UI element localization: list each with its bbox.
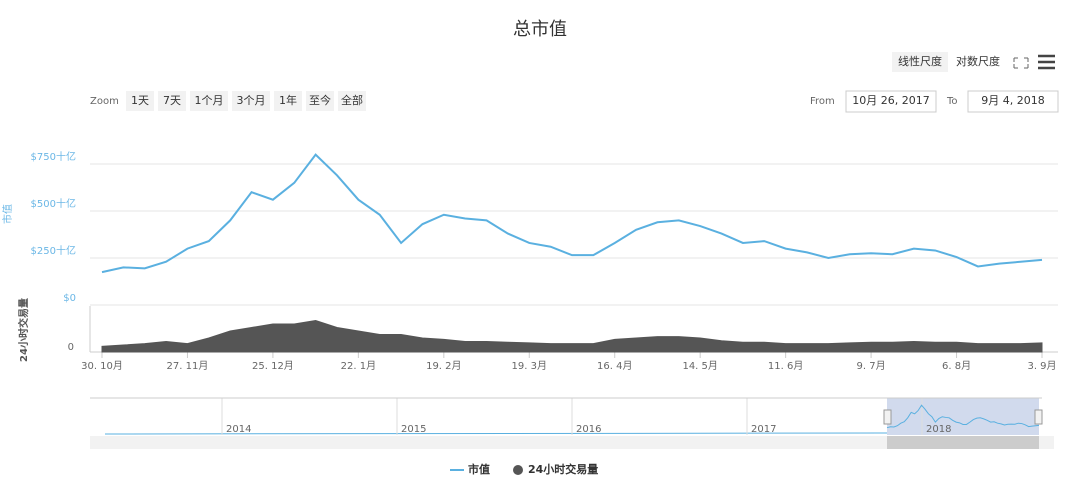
- y2-axis-title: 24小时交易量: [17, 298, 30, 362]
- volume-area: [101, 319, 1043, 353]
- zoom-button[interactable]: 7天: [163, 94, 181, 107]
- navigator-label: 2017: [751, 424, 776, 435]
- x-tick-label: 6. 8月: [942, 360, 971, 372]
- x-tick-label: 16. 4月: [597, 360, 632, 372]
- from-label: From: [810, 96, 835, 107]
- zoom-button[interactable]: 3个月: [237, 94, 266, 107]
- to-input[interactable]: [967, 90, 1059, 113]
- to-label: To: [946, 96, 958, 107]
- navigator-label: 2018: [926, 424, 951, 435]
- x-tick-label: 3. 9月: [1027, 360, 1056, 372]
- zoom-button-bg[interactable]: [274, 91, 302, 111]
- zoom-button[interactable]: 1年: [279, 93, 297, 107]
- x-tick-label: 22. 1月: [341, 360, 376, 372]
- y-tick-label: $750十亿: [31, 150, 76, 163]
- navigator-label: 2015: [401, 424, 426, 435]
- navigator-history-line: [104, 432, 888, 435]
- y-tick-label: $500十亿: [31, 197, 76, 210]
- scale-button[interactable]: 线性尺度: [898, 54, 942, 68]
- legend-symbol[interactable]: [513, 465, 523, 475]
- menu-icon[interactable]: [1038, 54, 1055, 70]
- navigator-mask[interactable]: [887, 398, 1039, 435]
- fullscreen-icon[interactable]: [1013, 57, 1029, 69]
- navigator: [90, 398, 1042, 435]
- y-tick-label: $0: [63, 293, 76, 304]
- from-date[interactable]: 10月 26, 2017: [852, 94, 929, 107]
- x-tick-label: 25. 12月: [252, 360, 294, 372]
- navigator-label: 2016: [576, 424, 601, 435]
- zoom-button-bg[interactable]: [338, 91, 366, 111]
- zoom-button-bg[interactable]: [190, 91, 228, 111]
- scrollbar[interactable]: [90, 436, 1054, 449]
- scale-button-bg[interactable]: [892, 52, 948, 72]
- zoom-button[interactable]: 1个月: [195, 94, 224, 107]
- legend-entry[interactable]: 市值: [468, 462, 490, 476]
- zoom-button[interactable]: 至今: [309, 93, 331, 107]
- y-axis-title: 市值: [1, 204, 14, 224]
- x-tick-label: 30. 10月: [81, 360, 123, 372]
- x-tick-label: 19. 3月: [512, 360, 547, 372]
- zoom-button-bg[interactable]: [158, 91, 186, 111]
- scrollbar-thumb[interactable]: [887, 436, 1039, 449]
- scale-button[interactable]: 对数尺度: [956, 54, 1000, 68]
- navigator-handle[interactable]: [1034, 409, 1043, 425]
- x-tick-label: 9. 7月: [857, 360, 886, 372]
- x-tick-label: 27. 11月: [167, 360, 209, 372]
- y-tick-label: $250十亿: [31, 244, 76, 257]
- chart-title: 总市值: [513, 19, 567, 40]
- zoom-button[interactable]: 全部: [341, 93, 363, 107]
- market-cap-line: [101, 153, 1043, 274]
- x-tick-label: 11. 6月: [768, 360, 803, 372]
- from-input[interactable]: [845, 90, 937, 113]
- x-tick-label: 14. 5月: [682, 360, 717, 372]
- zoom-button-bg[interactable]: [126, 91, 154, 111]
- x-tick-label: 19. 2月: [426, 360, 461, 372]
- zoom-button[interactable]: 1天: [131, 94, 149, 107]
- legend-entry[interactable]: 24小时交易量: [528, 462, 598, 476]
- zoom-button-bg[interactable]: [232, 91, 270, 111]
- to-date[interactable]: 9月 4, 2018: [981, 94, 1044, 107]
- navigator-label: 2014: [226, 424, 251, 435]
- navigator-handle[interactable]: [883, 409, 892, 425]
- zoom-label: Zoom: [90, 96, 119, 107]
- y2-tick-label: 0: [68, 342, 74, 353]
- navigator-line: [886, 404, 1040, 429]
- zoom-button-bg[interactable]: [306, 91, 334, 111]
